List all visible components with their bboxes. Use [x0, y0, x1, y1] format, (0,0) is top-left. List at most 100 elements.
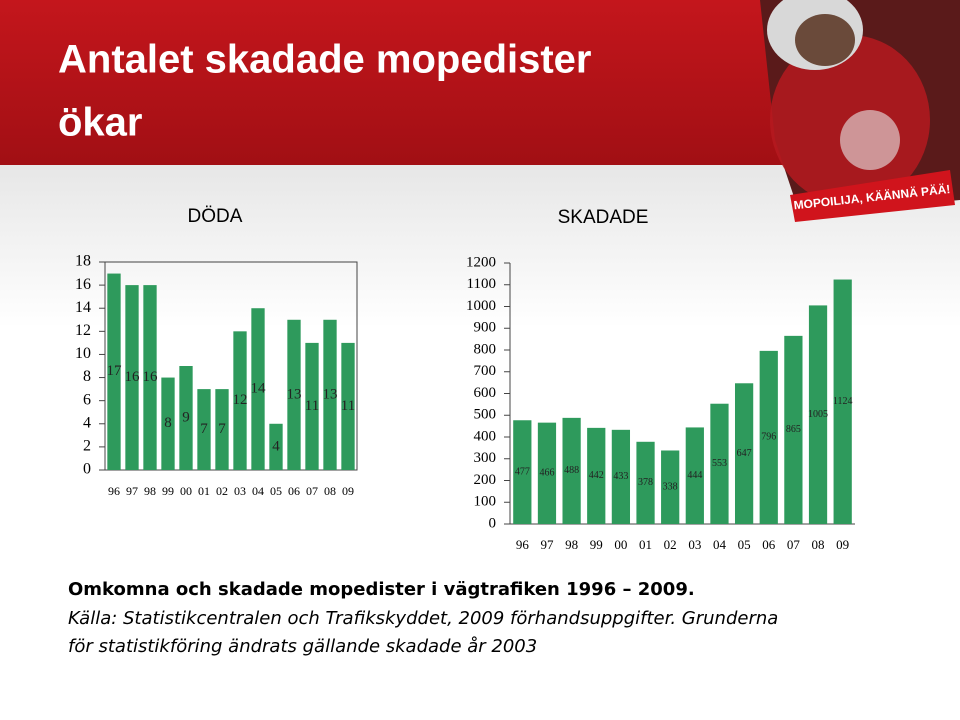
bar — [125, 285, 139, 470]
x-tick-label: 06 — [288, 484, 300, 498]
bar — [833, 279, 852, 524]
chart-title: DÖDA — [188, 206, 243, 227]
y-tick-label: 100 — [474, 494, 497, 510]
data-label: 796 — [761, 432, 776, 443]
x-tick-label: 97 — [126, 484, 138, 498]
data-label: 4 — [272, 438, 280, 454]
x-tick-label: 01 — [639, 537, 652, 552]
y-tick-label: 400 — [474, 428, 497, 444]
y-tick-label: 1100 — [467, 276, 496, 292]
bar — [759, 350, 778, 524]
data-label: 442 — [589, 470, 604, 481]
slide-title: ökar — [58, 101, 143, 145]
caption: Omkomna och skadade mopedister i vägtraf… — [68, 579, 695, 600]
y-tick-label: 900 — [474, 320, 497, 336]
y-tick-label: 1200 — [466, 254, 496, 270]
data-label: 433 — [613, 471, 628, 482]
data-label: 8 — [164, 415, 172, 431]
data-label: 13 — [323, 386, 338, 402]
y-tick-label: 4 — [83, 414, 91, 431]
x-tick-label: 08 — [324, 484, 336, 498]
data-label: 647 — [737, 448, 752, 459]
data-label: 466 — [539, 468, 554, 479]
y-tick-label: 12 — [75, 322, 91, 339]
bar — [179, 366, 193, 470]
bar — [161, 377, 175, 470]
data-label: 338 — [663, 482, 678, 493]
bar — [197, 389, 211, 470]
x-tick-label: 05 — [738, 537, 751, 552]
y-tick-label: 0 — [489, 515, 497, 531]
x-tick-label: 99 — [590, 537, 603, 552]
bar — [562, 417, 581, 524]
bar — [636, 441, 655, 524]
x-tick-label: 02 — [216, 484, 228, 498]
caption: för statistikföring ändrats gällande ska… — [68, 636, 537, 657]
bar — [685, 427, 704, 524]
data-label: 7 — [218, 421, 226, 437]
x-tick-label: 03 — [234, 484, 246, 498]
y-tick-label: 800 — [474, 341, 497, 357]
x-tick-label: 99 — [162, 484, 174, 498]
data-label: 13 — [287, 386, 302, 402]
y-tick-label: 500 — [474, 407, 497, 423]
data-label: 11 — [305, 398, 319, 414]
y-tick-label: 16 — [75, 276, 91, 293]
bar — [251, 308, 265, 470]
bar — [269, 423, 283, 470]
x-tick-label: 96 — [516, 537, 530, 552]
bar — [341, 342, 355, 470]
x-tick-label: 02 — [664, 537, 677, 552]
data-label: 477 — [515, 466, 530, 477]
data-label: 17 — [107, 363, 123, 379]
x-tick-label: 00 — [180, 484, 192, 498]
y-tick-label: 8 — [83, 368, 91, 385]
bar — [513, 420, 532, 524]
y-tick-label: 14 — [75, 299, 91, 316]
data-label: 7 — [200, 421, 208, 437]
x-tick-label: 08 — [812, 537, 825, 552]
x-tick-label: 04 — [713, 537, 727, 552]
x-tick-label: 96 — [108, 484, 120, 498]
x-tick-label: 05 — [270, 484, 282, 498]
slide-title: Antalet skadade mopedister — [58, 38, 592, 82]
data-label: 9 — [182, 409, 190, 425]
bar — [537, 422, 557, 524]
bar — [143, 285, 157, 470]
x-tick-label: 06 — [762, 537, 776, 552]
data-label: 16 — [125, 369, 141, 385]
bar — [611, 429, 631, 524]
x-tick-label: 97 — [540, 537, 554, 552]
caption: Källa: Statistikcentralen och Trafikskyd… — [68, 608, 778, 629]
bar — [233, 331, 247, 470]
data-label: 14 — [251, 381, 267, 397]
x-tick-label: 09 — [342, 484, 354, 498]
bar — [323, 319, 337, 470]
y-tick-label: 700 — [474, 363, 497, 379]
bar — [710, 403, 729, 524]
x-tick-label: 07 — [787, 537, 801, 552]
bar — [661, 450, 680, 524]
y-tick-label: 6 — [83, 391, 91, 408]
x-tick-label: 00 — [614, 537, 627, 552]
chart-title: SKADADE — [558, 207, 649, 228]
x-tick-label: 07 — [306, 484, 318, 498]
bar — [587, 427, 606, 524]
bar — [305, 342, 319, 470]
data-label: 488 — [564, 465, 579, 476]
data-label: 1124 — [833, 396, 853, 407]
y-tick-label: 0 — [83, 461, 91, 478]
y-tick-label: 200 — [474, 472, 497, 488]
data-label: 16 — [143, 369, 159, 385]
y-tick-label: 18 — [75, 253, 91, 270]
bar — [734, 383, 754, 524]
data-label: 444 — [687, 470, 702, 481]
data-label: 865 — [786, 424, 801, 435]
y-tick-label: 10 — [75, 345, 91, 362]
data-label: 1005 — [808, 409, 828, 420]
x-tick-label: 98 — [565, 537, 578, 552]
y-tick-label: 300 — [474, 450, 497, 466]
data-label: 11 — [341, 398, 355, 414]
y-tick-label: 2 — [83, 438, 91, 455]
